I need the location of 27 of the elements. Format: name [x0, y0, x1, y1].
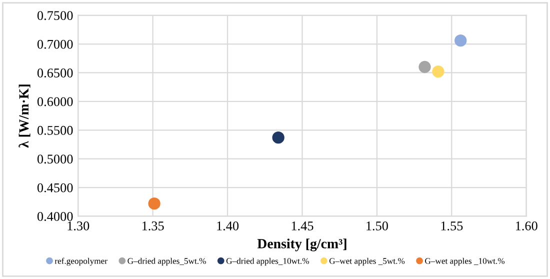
point [272, 132, 284, 144]
x-tick-label: 1.55 [441, 222, 463, 230]
legend-label: G–dried apples_10wt.% [226, 258, 309, 266]
x-tick-label: 1.35 [142, 222, 164, 230]
x-tick-label: 1.50 [366, 221, 388, 230]
legend-label: G–dried apples_5wt.% [128, 258, 206, 266]
y-tick-label: 0.7000 [37, 40, 73, 49]
legend-label: G–wet apples _5wt.% [329, 258, 405, 266]
y-tick-label: 0.6000 [37, 97, 73, 106]
point [454, 34, 467, 47]
x-tick-label: 1.40 [217, 221, 239, 230]
y-tick-label: 0.6500 [37, 68, 73, 78]
x-tick-label: 1.60 [516, 221, 538, 230]
x-tick-label: 1.45 [292, 222, 314, 230]
y-tick-label: 0.7500 [37, 11, 73, 20]
point [418, 60, 431, 74]
x-axis-title: Density [g/cm³] [257, 238, 346, 252]
y-tick-label: 0.4500 [37, 183, 73, 192]
y-tick-label: 0.5500 [37, 126, 73, 135]
legend-label: G–wet apples _10wt.% [425, 258, 505, 266]
x-tick-label: 1.30 [68, 221, 90, 230]
point [148, 198, 160, 210]
y-tick-label: 0.4000 [37, 212, 73, 221]
point [432, 66, 444, 78]
legend-label: ref.geopolymer [54, 258, 108, 266]
y-tick-label: 0.5000 [37, 154, 73, 164]
y-axis-title: λ [W/m·K] [18, 84, 30, 148]
